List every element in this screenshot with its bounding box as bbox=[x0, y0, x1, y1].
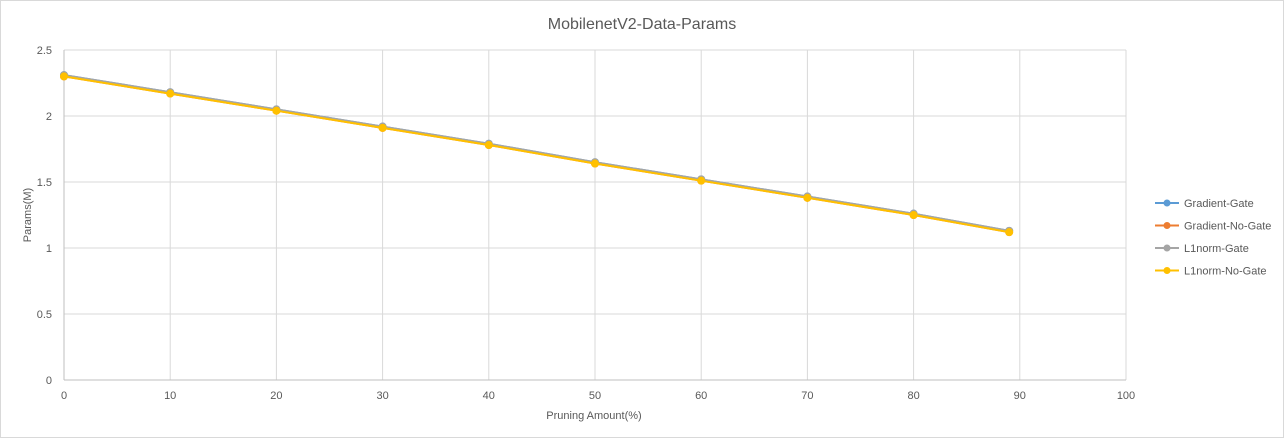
y-tick-label: 2.5 bbox=[37, 45, 52, 57]
x-tick-label: 40 bbox=[483, 390, 495, 402]
x-tick-label: 50 bbox=[589, 390, 601, 402]
chart-title: MobilenetV2-Data-Params bbox=[548, 16, 737, 33]
data-point bbox=[378, 123, 387, 132]
legend-swatch-marker bbox=[1163, 267, 1171, 274]
data-point bbox=[484, 141, 493, 150]
gridlines bbox=[64, 49, 1127, 380]
axes: 0 10 20 30 40 50 60 70 80 90 100 0 0.5 1 1.5 2 2.5 bbox=[37, 45, 1135, 402]
y-tick-label: 0.5 bbox=[37, 309, 52, 321]
data-point bbox=[591, 159, 599, 168]
data-point bbox=[272, 106, 281, 115]
legend-item: L1norm-No-Gate bbox=[1155, 266, 1267, 278]
legend-label: L1norm-Gate bbox=[1184, 243, 1249, 255]
x-tick-label: 10 bbox=[164, 390, 176, 402]
legend-item: Gradient-No-Gate bbox=[1155, 221, 1271, 233]
legend-swatch-marker bbox=[1163, 244, 1171, 252]
series-3 bbox=[60, 72, 1014, 237]
data-point bbox=[60, 72, 68, 81]
legend-label: L1norm-No-Gate bbox=[1184, 266, 1267, 278]
x-tick-label: 20 bbox=[270, 390, 282, 402]
series-line bbox=[63, 75, 1010, 234]
series-line bbox=[63, 74, 1010, 232]
legend-label: Gradient-Gate bbox=[1184, 198, 1254, 210]
legend-swatch-marker bbox=[1163, 222, 1171, 229]
y-tick-label: 1 bbox=[46, 243, 52, 255]
data-point bbox=[166, 89, 175, 98]
legend-item: L1norm-Gate bbox=[1155, 243, 1249, 255]
legend-item: Gradient-Gate bbox=[1155, 198, 1254, 210]
x-axis-title: Pruning Amount(%) bbox=[546, 410, 641, 422]
x-tick-label: 80 bbox=[907, 390, 919, 402]
y-tick-label: 0 bbox=[46, 375, 52, 387]
x-tick-label: 90 bbox=[1014, 390, 1026, 402]
y-axis-title: Params(M) bbox=[22, 188, 34, 242]
x-tick-label: 100 bbox=[1117, 390, 1135, 402]
legend-swatch-marker bbox=[1163, 199, 1171, 207]
x-tick-label: 70 bbox=[801, 390, 813, 402]
x-tick-label: 0 bbox=[61, 390, 67, 402]
data-point bbox=[909, 211, 918, 219]
x-tick-label: 30 bbox=[376, 390, 388, 402]
y-tick-label: 1.5 bbox=[37, 177, 52, 189]
data-point bbox=[697, 176, 706, 185]
data-point bbox=[803, 193, 812, 202]
series-layer bbox=[60, 71, 1014, 237]
legend: Gradient-Gate Gradient-No-Gate L1norm-Gate… bbox=[1155, 198, 1271, 278]
x-tick-label: 60 bbox=[695, 390, 707, 402]
data-point bbox=[1005, 228, 1014, 237]
legend-label: Gradient-No-Gate bbox=[1184, 221, 1271, 233]
y-tick-label: 2 bbox=[46, 111, 52, 123]
